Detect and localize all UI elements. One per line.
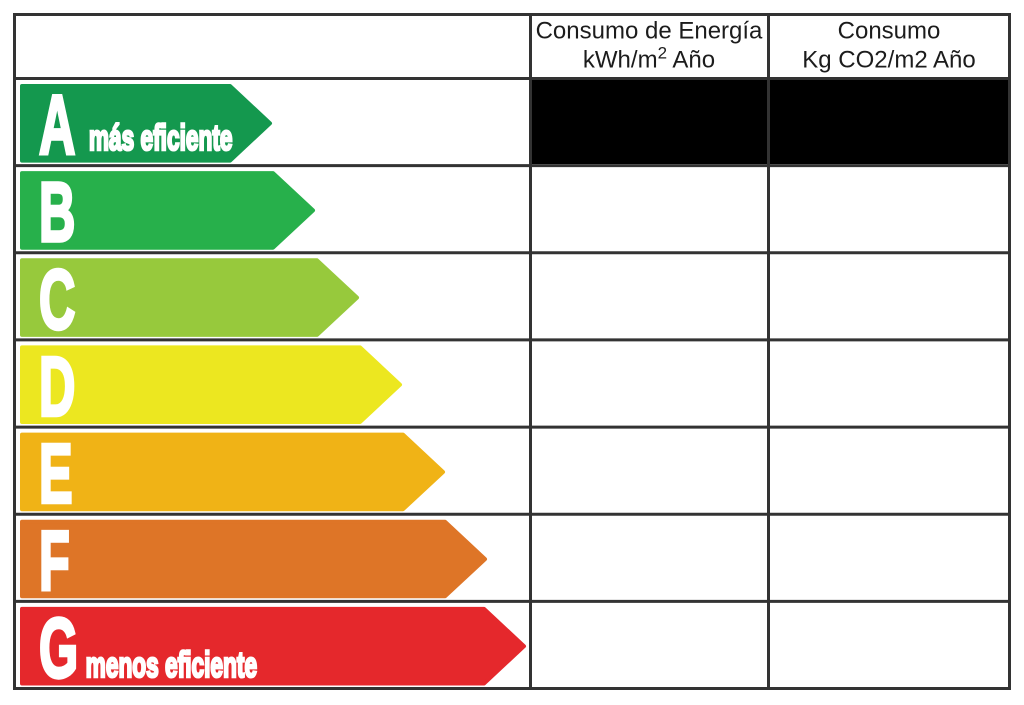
svg-text:A: A bbox=[39, 78, 75, 173]
svg-text:kWh/m2 Año: kWh/m2 Año bbox=[583, 44, 715, 74]
svg-text:Kg CO2/m2 Año: Kg CO2/m2 Año bbox=[802, 47, 975, 74]
svg-text:B: B bbox=[39, 165, 75, 260]
svg-text:Consumo: Consumo bbox=[838, 18, 941, 45]
svg-text:G: G bbox=[39, 601, 78, 696]
svg-text:Consumo de Energía: Consumo de Energía bbox=[536, 18, 763, 45]
svg-text:D: D bbox=[39, 339, 75, 434]
svg-text:menos eficiente: menos eficiente bbox=[86, 646, 257, 685]
svg-text:F: F bbox=[39, 513, 70, 608]
svg-text:más eficiente: más eficiente bbox=[89, 119, 233, 158]
svg-text:C: C bbox=[39, 252, 75, 347]
svg-text:E: E bbox=[39, 426, 73, 521]
